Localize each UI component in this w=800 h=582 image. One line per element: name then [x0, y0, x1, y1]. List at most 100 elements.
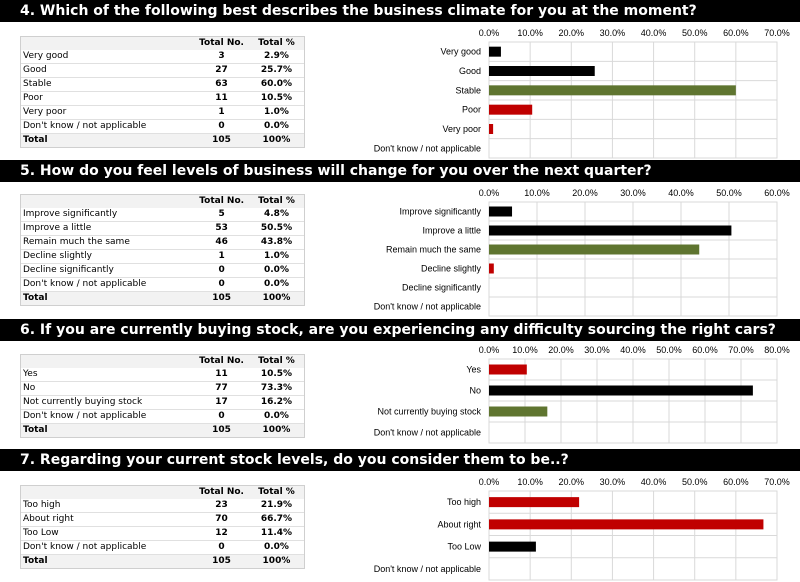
x-tick-label: 50.0%: [656, 345, 682, 355]
category-label: About right: [437, 519, 481, 529]
question-6-chart: 0.0% 10.0% 20.0% 30.0% 40.0% 50.0% 60.0% 70.0% 8…: [374, 345, 790, 444]
total-label: Total: [21, 133, 195, 147]
category-label: Don't know / not applicable: [374, 302, 481, 312]
table-row: Decline slightly 1 1.0%: [21, 249, 304, 264]
table-row: Don't know / not applicable 0 0.0%: [21, 409, 304, 424]
category-label: Stable: [455, 85, 481, 95]
row-label: Don't know / not applicable: [21, 409, 195, 424]
row-percent: 10.5%: [248, 368, 304, 382]
bar: [489, 206, 513, 217]
total-percent: 100%: [248, 133, 304, 147]
column-header: Total %: [248, 486, 304, 499]
table-total-row: Total 105 100%: [21, 423, 304, 437]
row-count: 0: [194, 263, 249, 278]
category-label: Yes: [466, 365, 481, 375]
table-row: Decline significantly 0 0.0%: [21, 263, 304, 278]
row-label: Very good: [21, 50, 195, 64]
question-5-table: Total No. Total % Improve significantly 5 4.…: [20, 194, 305, 306]
x-tick-label: 10.0%: [512, 345, 538, 355]
question-6-header: 6. If you are currently buying stock, ar…: [0, 319, 800, 341]
x-tick-label: 20.0%: [559, 28, 585, 38]
row-count: 5: [194, 208, 249, 222]
row-label: Don't know / not applicable: [21, 277, 195, 292]
row-count: 77: [194, 381, 249, 396]
row-count: 17: [194, 395, 249, 410]
row-label: Improve significantly: [21, 208, 195, 222]
results-table: Total No. Total % Too high 23 21.9% About rig…: [21, 486, 304, 568]
question-5-header: 5. How do you feel levels of business wi…: [0, 160, 800, 182]
table-row: Too Low 12 11.4%: [21, 526, 304, 541]
x-tick-label: 0.0%: [479, 345, 500, 355]
row-count: 27: [194, 63, 249, 78]
x-tick-label: 40.0%: [641, 477, 667, 487]
row-label: Don't know / not applicable: [21, 119, 195, 134]
row-percent: 50.5%: [248, 221, 304, 236]
row-percent: 11.4%: [248, 526, 304, 541]
table-total-row: Total 105 100%: [21, 133, 304, 147]
category-label: Decline significantly: [402, 283, 482, 293]
bar: [489, 124, 494, 134]
table-total-row: Total 105 100%: [21, 554, 304, 568]
row-percent: 73.3%: [248, 381, 304, 396]
row-count: 46: [194, 235, 249, 250]
row-percent: 0.0%: [248, 263, 304, 278]
category-label: Improve a little: [422, 226, 481, 236]
table-row: Very good 3 2.9%: [21, 50, 304, 64]
row-label: About right: [21, 512, 195, 527]
row-percent: 1.0%: [248, 249, 304, 264]
plot-border: [488, 41, 778, 159]
row-label: Remain much the same: [21, 235, 195, 250]
total-percent: 100%: [248, 291, 304, 305]
row-count: 1: [194, 249, 249, 264]
x-tick-label: 40.0%: [668, 188, 694, 198]
category-label: Decline slightly: [421, 264, 482, 274]
row-percent: 21.9%: [248, 499, 304, 513]
category-label: Don't know / not applicable: [374, 428, 481, 438]
row-count: 0: [194, 119, 249, 134]
bar: [489, 263, 494, 274]
total-label: Total: [21, 291, 195, 305]
row-percent: 10.5%: [248, 91, 304, 106]
header-blank: [21, 195, 195, 208]
row-label: Stable: [21, 77, 195, 92]
column-header: Total %: [248, 195, 304, 208]
question-4-header: 4. Which of the following best describes…: [0, 0, 800, 22]
table-row: Good 27 25.7%: [21, 63, 304, 78]
x-tick-label: 60.0%: [723, 477, 749, 487]
question-7-chart: 0.0% 10.0% 20.0% 30.0% 40.0% 50.0% 60.0% 70.0% T…: [374, 477, 790, 581]
category-label: Don't know / not applicable: [374, 564, 481, 574]
bar: [489, 66, 595, 76]
table-header-row: Total No. Total %: [21, 486, 304, 499]
bar: [489, 85, 736, 96]
row-label: Decline slightly: [21, 249, 195, 264]
x-tick-label: 70.0%: [764, 477, 790, 487]
bar: [489, 519, 764, 530]
x-tick-label: 30.0%: [600, 28, 626, 38]
row-label: Too Low: [21, 526, 195, 541]
header-blank: [21, 37, 195, 50]
column-header: Total No.: [194, 195, 249, 208]
table-row: Yes 11 10.5%: [21, 368, 304, 382]
table-row: Don't know / not applicable 0 0.0%: [21, 540, 304, 555]
x-tick-label: 30.0%: [620, 188, 646, 198]
table-row: No 77 73.3%: [21, 381, 304, 396]
column-header: Total No.: [194, 355, 249, 368]
table-row: Improve significantly 5 4.8%: [21, 208, 304, 222]
row-label: Decline significantly: [21, 263, 195, 278]
bar: [489, 225, 732, 236]
bar: [489, 541, 536, 552]
row-count: 11: [194, 91, 249, 106]
row-percent: 2.9%: [248, 50, 304, 64]
row-count: 12: [194, 526, 249, 541]
table-row: Don't know / not applicable 0 0.0%: [21, 277, 304, 292]
category-label: Very poor: [442, 124, 481, 134]
table-row: About right 70 66.7%: [21, 512, 304, 527]
x-tick-label: 40.0%: [641, 28, 667, 38]
row-count: 1: [194, 105, 249, 120]
results-table: Total No. Total % Yes 11 10.5% No 77 73.3% Not c…: [21, 355, 304, 437]
row-label: Good: [21, 63, 195, 78]
row-count: 23: [194, 499, 249, 513]
table-header-row: Total No. Total %: [21, 355, 304, 368]
category-label: Not currently buying stock: [377, 407, 481, 417]
row-percent: 60.0%: [248, 77, 304, 92]
